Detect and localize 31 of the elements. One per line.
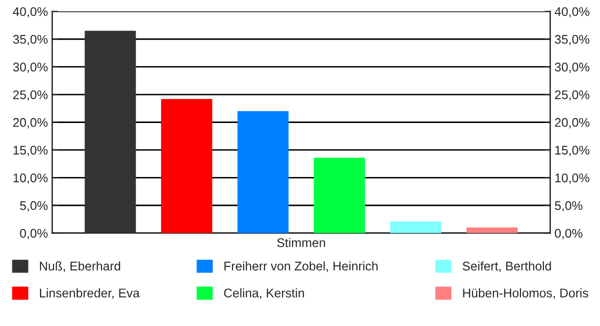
text: 0,0% bbox=[554, 228, 582, 240]
y-tick-label: 10,0% bbox=[14, 173, 48, 184]
y-tick-label: 40,0% bbox=[12, 7, 48, 18]
legend-label: Celina, Kerstin bbox=[224, 288, 304, 299]
y-tick-label: 25,0% bbox=[13, 90, 48, 101]
text: 15,0% bbox=[555, 146, 590, 156]
legend-label: Nuß, Eberhard bbox=[40, 261, 120, 272]
text: 40,0% bbox=[554, 7, 590, 18]
legend-label: Linsenbreder, Eva bbox=[40, 288, 140, 299]
text: 25,0% bbox=[554, 90, 590, 101]
bar bbox=[237, 111, 289, 234]
legend-label: Freiherr von Zobel, Heinrich bbox=[224, 261, 378, 272]
bar bbox=[84, 30, 136, 234]
x-tick-label: Stimmen bbox=[277, 238, 326, 248]
y-tick-label: 0,0% bbox=[20, 228, 48, 240]
bar bbox=[466, 228, 518, 234]
bar bbox=[390, 221, 442, 234]
legend-label: Seifert, Berthold bbox=[462, 261, 551, 272]
legend-label: Hüben-Holomos, Doris bbox=[463, 288, 588, 299]
y-tick-label: 35,0% bbox=[13, 34, 48, 46]
y-tick-label: 15,0% bbox=[14, 146, 48, 156]
y-tick-label: 30,0% bbox=[13, 62, 48, 73]
text: 10,0% bbox=[555, 173, 590, 184]
y-tick-label: 5,0% bbox=[20, 201, 48, 212]
text: 35,0% bbox=[554, 34, 590, 46]
text: 30,0% bbox=[554, 62, 590, 73]
text: 5,0% bbox=[554, 201, 582, 212]
bar bbox=[314, 158, 365, 234]
bar bbox=[161, 98, 212, 234]
text: 20,0% bbox=[554, 118, 590, 128]
y-tick-label: 20,0% bbox=[13, 118, 48, 128]
